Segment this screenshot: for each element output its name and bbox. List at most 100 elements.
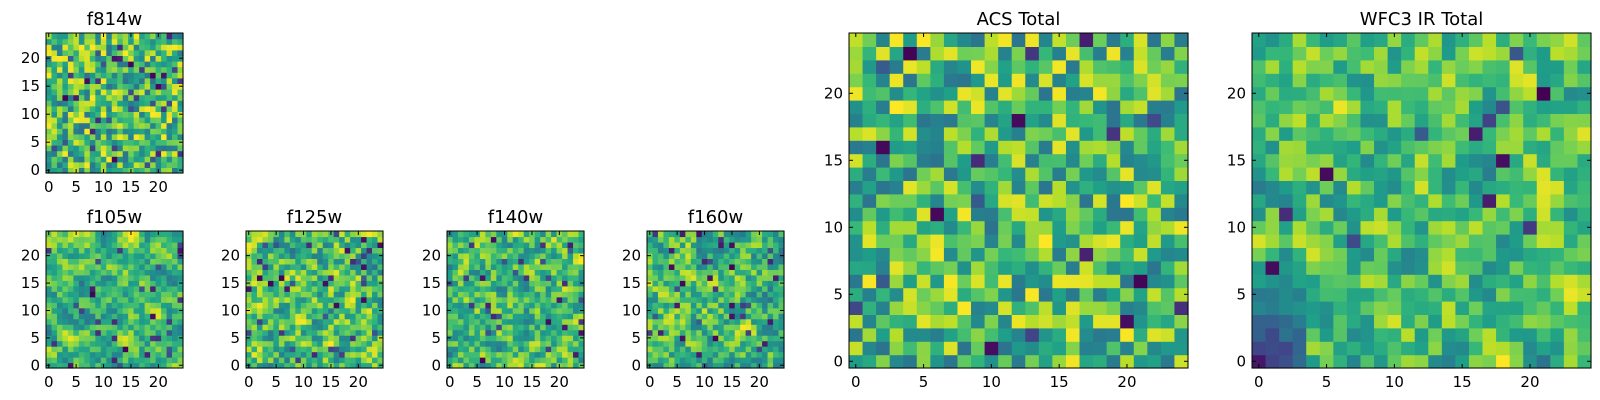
heatmap-cell	[89, 89, 96, 96]
heatmap-cell	[573, 252, 580, 259]
heatmap-cell	[729, 285, 736, 292]
heatmap-cell	[262, 302, 269, 309]
heatmap-cell	[474, 285, 481, 292]
heatmap-cell	[1252, 113, 1267, 128]
heatmap-cell	[100, 77, 107, 84]
heatmap-cell	[1025, 247, 1040, 262]
heatmap-cell	[1160, 247, 1176, 262]
heatmap-cell	[663, 247, 670, 254]
heatmap-cell	[1011, 247, 1026, 262]
heatmap-cell	[1093, 100, 1108, 114]
heatmap-cell	[507, 296, 514, 303]
heatmap-cell	[306, 329, 313, 336]
heatmap-cell	[1482, 341, 1497, 356]
heatmap-cell	[89, 296, 96, 303]
heatmap-cell	[1292, 301, 1307, 315]
heatmap-cell	[1079, 46, 1094, 61]
heatmap-cell	[128, 247, 135, 254]
heatmap-cell	[551, 318, 558, 325]
heatmap-cell	[78, 72, 85, 79]
heatmap-cell	[1414, 167, 1429, 181]
heatmap-cell	[971, 207, 986, 222]
heatmap-cell	[144, 128, 151, 135]
heatmap-cell	[306, 258, 313, 265]
heatmap-cell	[1414, 193, 1429, 208]
heatmap-cell	[718, 302, 725, 309]
heatmap-cell	[78, 252, 85, 259]
heatmap-cell	[350, 324, 357, 331]
heatmap-cell	[133, 145, 140, 152]
heatmap-cell	[122, 100, 129, 107]
heatmap-cell	[674, 274, 681, 281]
heatmap-cell	[67, 89, 74, 96]
heatmap-cell	[144, 55, 151, 62]
heatmap-cell	[849, 207, 864, 222]
heatmap-cell	[562, 346, 569, 353]
heatmap-cell	[377, 236, 384, 243]
x-tick-label: 20	[349, 373, 368, 391]
heatmap-cell	[246, 351, 253, 358]
heatmap-cell	[1306, 354, 1321, 369]
heatmap-cell	[723, 318, 730, 325]
heatmap-cell	[372, 280, 379, 287]
heatmap-cell	[729, 236, 736, 243]
heatmap-cell	[778, 313, 785, 320]
heatmap-cell	[1038, 327, 1053, 342]
heatmap-cell	[251, 231, 258, 238]
heatmap-cell	[1093, 59, 1108, 74]
axes-frame	[45, 230, 184, 369]
heatmap-cell	[1252, 100, 1267, 114]
heatmap-cell	[540, 340, 547, 347]
heatmap-cell	[84, 269, 91, 276]
heatmap-cell	[518, 340, 525, 347]
heatmap-cell	[122, 269, 129, 276]
heatmap-cell	[1120, 140, 1135, 155]
heatmap-cell	[657, 231, 665, 238]
heatmap-cell	[46, 351, 53, 358]
heatmap-cell	[322, 329, 329, 336]
heatmap-cell	[452, 263, 459, 270]
y-tick-label: 15	[21, 77, 40, 95]
heatmap-cell	[916, 220, 931, 235]
heatmap-cell	[1536, 207, 1551, 222]
heatmap-cell	[300, 269, 307, 276]
heatmap-cell	[930, 260, 945, 275]
heatmap-cell	[144, 313, 151, 320]
heatmap-cell	[111, 111, 118, 118]
heatmap-cell	[507, 291, 514, 298]
heatmap-cell	[889, 140, 904, 155]
heatmap-cell	[479, 247, 486, 254]
heatmap-cell	[468, 236, 475, 243]
heatmap-cell	[707, 274, 714, 281]
heatmap-cell	[778, 258, 785, 265]
heatmap-cell	[723, 324, 730, 331]
heatmap-cell	[1319, 167, 1334, 181]
heatmap-cell	[128, 324, 135, 331]
heatmap-cell	[1374, 354, 1389, 369]
heatmap-cell	[1374, 314, 1389, 329]
heatmap-cell	[523, 291, 530, 298]
heatmap-cell	[51, 167, 58, 174]
heatmap-cell	[317, 291, 324, 298]
heatmap-cell	[172, 105, 179, 112]
heatmap-cell	[1509, 260, 1524, 275]
heatmap-cell	[161, 128, 168, 135]
heatmap-cell	[1441, 327, 1456, 342]
heatmap-cell	[295, 269, 302, 276]
heatmap-cell	[943, 46, 959, 61]
heatmap-cell	[734, 318, 741, 325]
heatmap-cell	[122, 156, 129, 163]
heatmap-cell	[150, 72, 157, 79]
heatmap-cell	[523, 318, 530, 325]
heatmap-cell	[106, 89, 113, 96]
heatmap-cell	[729, 351, 736, 358]
heatmap-cell	[89, 313, 96, 320]
heatmap-cell	[89, 357, 96, 364]
heatmap-cell	[1509, 207, 1524, 222]
heatmap-cell	[73, 83, 80, 90]
heatmap-cell	[84, 77, 91, 84]
heatmap-cell	[73, 296, 80, 303]
heatmap-cell	[51, 33, 58, 40]
heatmap-cell	[1441, 33, 1456, 47]
heatmap-cell	[95, 263, 102, 270]
